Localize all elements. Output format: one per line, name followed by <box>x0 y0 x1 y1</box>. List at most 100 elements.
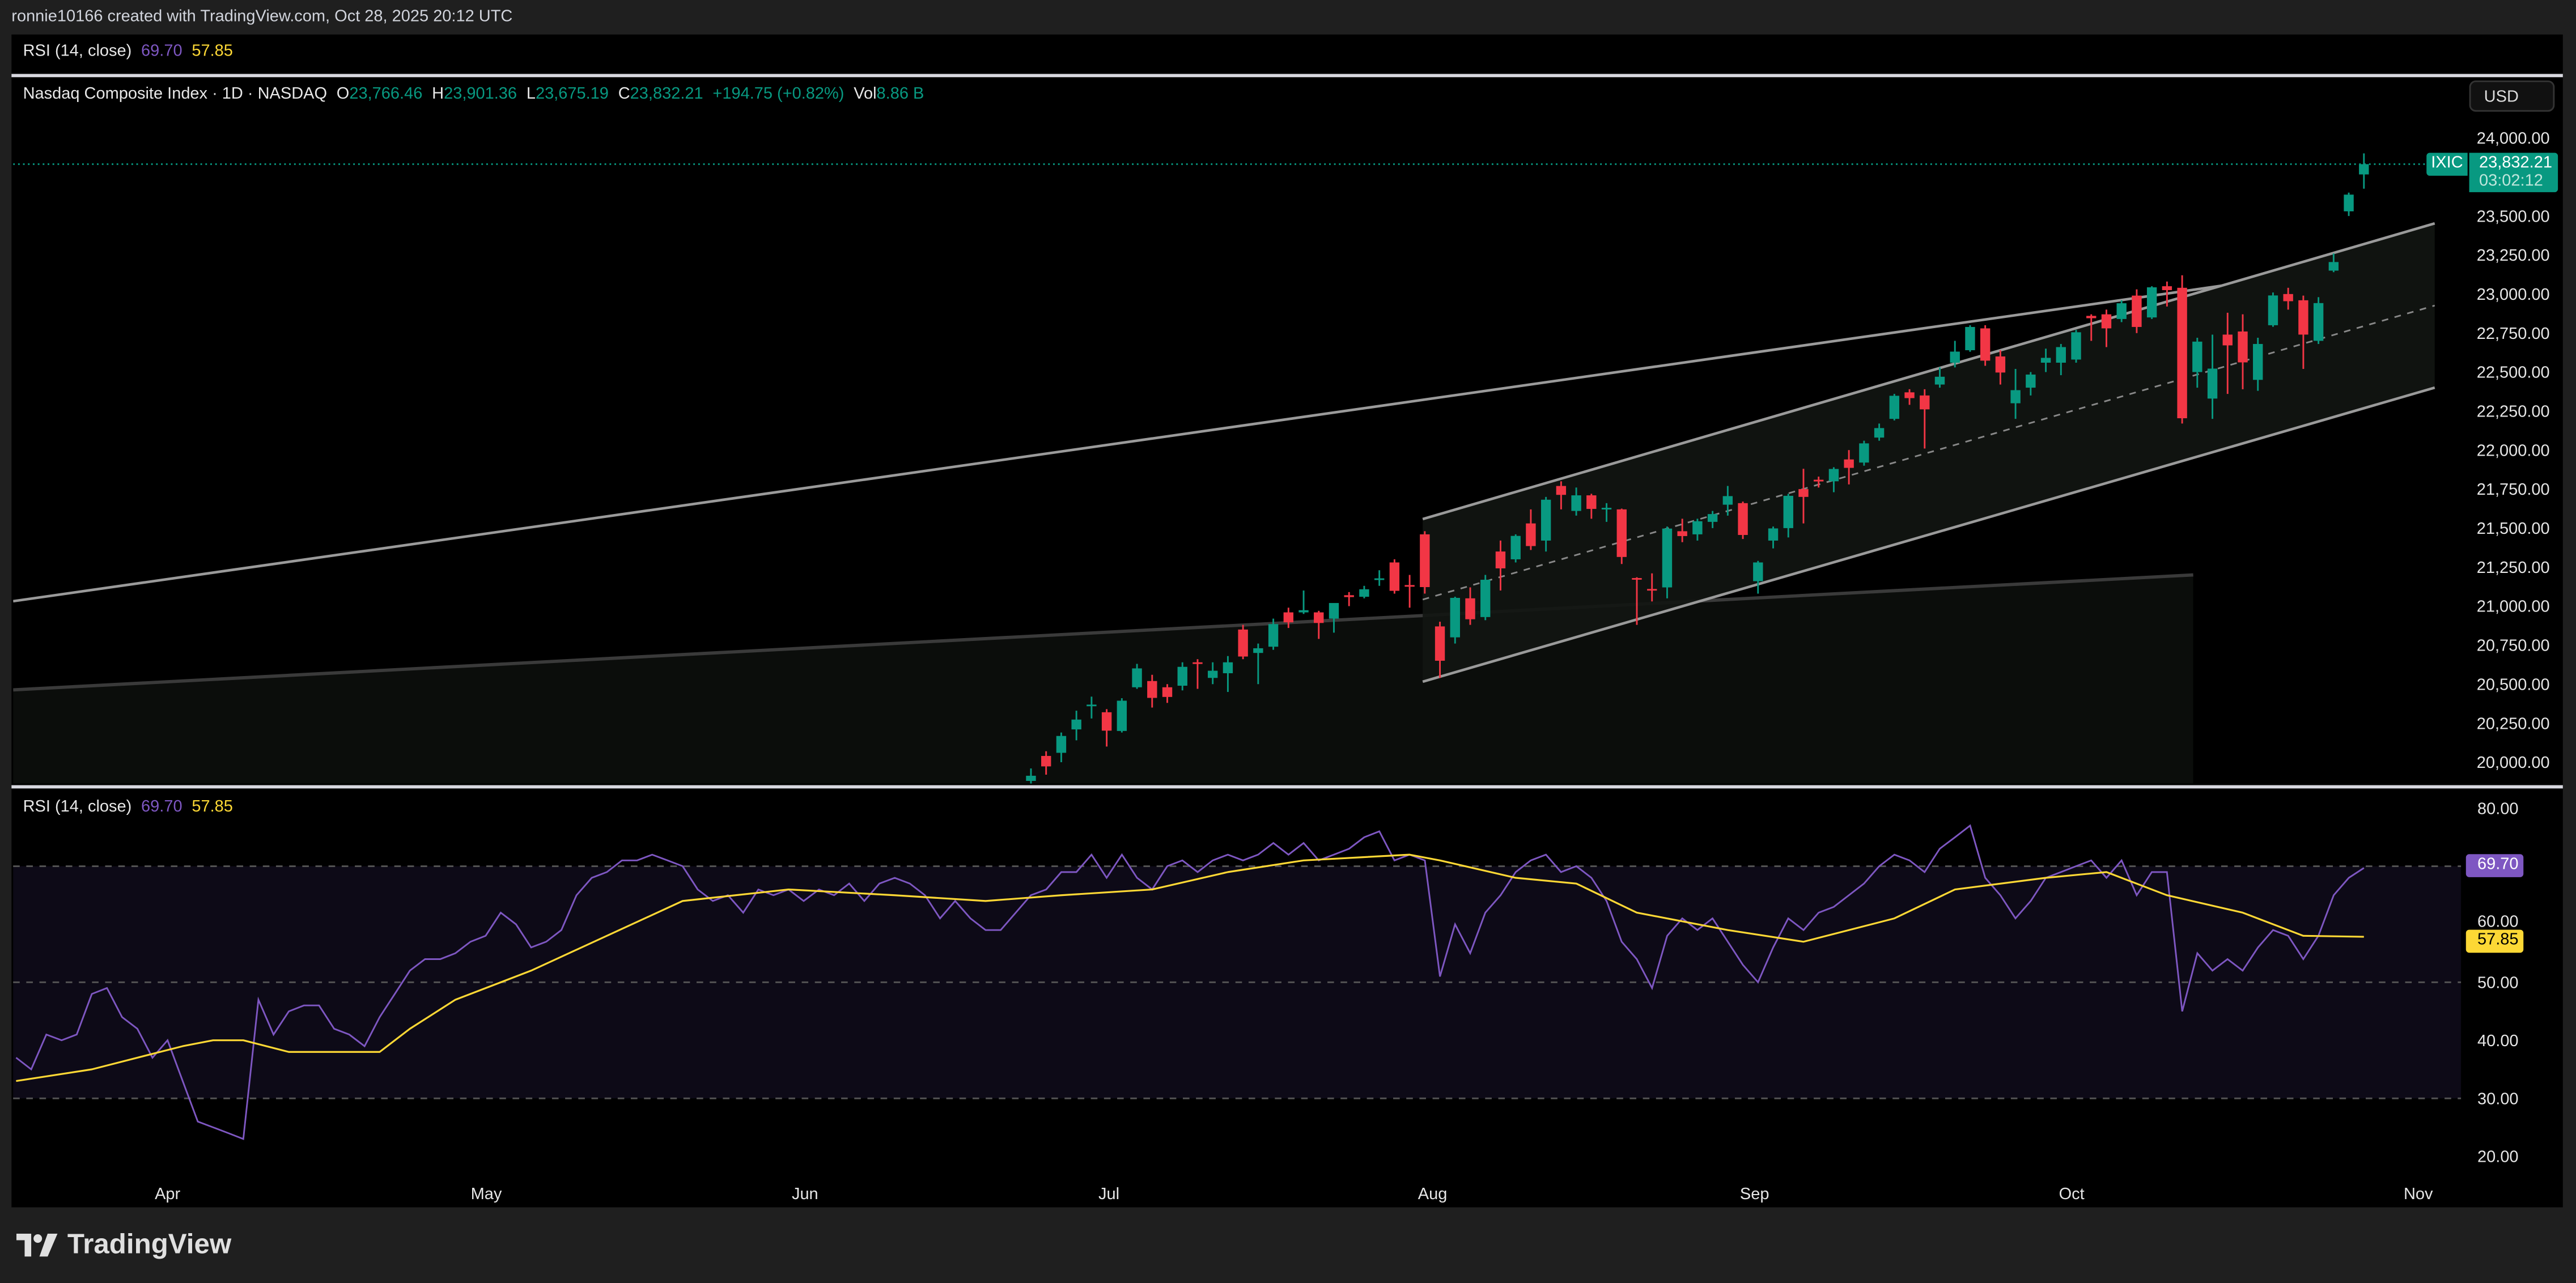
candle <box>1495 540 1506 591</box>
volume-label: Vol <box>854 85 877 104</box>
candle <box>1920 389 1930 449</box>
candle <box>1980 325 1991 366</box>
rsi-ma-legend-value: 57.85 <box>192 798 233 817</box>
pane-divider[interactable] <box>11 74 2563 77</box>
candle <box>2040 349 2051 372</box>
candle-body <box>1571 495 1581 511</box>
open-label: O <box>336 85 350 104</box>
rsi-legend-top[interactable]: RSI (14, close) 69.70 57.85 <box>23 43 238 61</box>
candle <box>2268 292 2278 327</box>
rsi-ma-legend-value: 57.85 <box>192 43 233 61</box>
rsi-tick-label: 60.00 <box>2477 912 2519 931</box>
rsi-legend-value: 69.70 <box>141 43 183 61</box>
candle <box>1647 573 1657 602</box>
candle <box>1722 486 1733 516</box>
candle <box>1207 662 1218 685</box>
close-value: 23,832.21 <box>630 85 703 104</box>
candle-body <box>2344 194 2354 211</box>
candle-body <box>2177 287 2187 419</box>
candle-body <box>2207 368 2218 399</box>
candle-body <box>1207 670 1218 678</box>
candle-body <box>2313 303 2324 341</box>
candle <box>1071 711 1081 741</box>
candle <box>1692 519 1703 541</box>
currency-button[interactable]: USD <box>2469 80 2555 112</box>
price-tick-label: 20,750.00 <box>2477 637 2550 655</box>
candle-body <box>1753 562 1763 581</box>
candle-body <box>1162 687 1173 697</box>
candle <box>1132 664 1142 689</box>
candle <box>1283 607 1294 628</box>
candle <box>1540 496 1551 552</box>
candle-body <box>1420 534 1430 587</box>
candle <box>1934 367 1945 388</box>
candle <box>1117 698 1127 733</box>
rsi-tick-label: 80.00 <box>2477 800 2519 818</box>
tradingview-logo-icon <box>16 1233 58 1257</box>
candle-body <box>1177 666 1187 686</box>
candle-body <box>1101 712 1112 731</box>
candle <box>1359 585 1369 598</box>
candle <box>1616 508 1627 564</box>
candle-body <box>2101 314 2112 329</box>
time-tick-label: Jun <box>792 1185 818 1203</box>
symbol-badge: IXIC <box>2426 152 2468 176</box>
candle <box>1965 325 1975 352</box>
candle-body <box>2116 303 2127 319</box>
candle <box>2283 287 2293 310</box>
candle-body <box>1859 443 1869 463</box>
candle <box>1798 469 1809 524</box>
candle <box>1404 575 1415 608</box>
candle-body <box>1601 508 1612 510</box>
symbol-legend[interactable]: Nasdaq Composite Index · 1D · NASDAQ O23… <box>23 86 929 104</box>
volume-value: 8.86 B <box>876 85 924 104</box>
price-tick-label: 22,500.00 <box>2477 364 2550 382</box>
candle-body <box>2146 287 2157 318</box>
rsi-legend-label: RSI (14, close) <box>23 43 132 61</box>
candle-body <box>1056 736 1067 753</box>
rsi-legend[interactable]: RSI (14, close) 69.70 57.85 <box>23 798 238 817</box>
candle-body <box>1389 562 1400 591</box>
upper-trend-line <box>13 284 2222 603</box>
channel-median-line <box>1422 304 2435 601</box>
candle <box>2162 281 2172 307</box>
candle-body <box>1026 775 1036 781</box>
rsi-line <box>15 824 2365 1140</box>
candle <box>1950 341 1960 368</box>
candle <box>2132 289 2142 333</box>
high-value: 23,901.36 <box>444 85 517 104</box>
price-tick-label: 21,250.00 <box>2477 559 2550 577</box>
candle-body <box>2359 164 2369 175</box>
candle <box>1571 487 1581 516</box>
candle <box>2192 337 2202 388</box>
candle-body <box>1707 514 1718 522</box>
candle-body <box>1616 509 1627 557</box>
candle <box>1465 587 1475 625</box>
rsi-legend-label: RSI (14, close) <box>23 798 132 817</box>
candle <box>1995 350 2006 385</box>
candle <box>1192 659 1203 689</box>
pane-divider-rsi[interactable] <box>11 785 2563 788</box>
candle-body <box>1844 459 1854 468</box>
candle-body <box>2283 294 2293 301</box>
candle-body <box>2010 390 2021 403</box>
candle <box>1344 592 1354 606</box>
trend-zone-fill <box>13 575 2193 784</box>
tradingview-logo[interactable]: TradingView <box>16 1229 231 1261</box>
price-tick-label: 22,750.00 <box>2477 325 2550 343</box>
candle <box>1707 511 1718 528</box>
candle-body <box>1647 589 1657 591</box>
time-tick-label: Oct <box>2059 1185 2085 1203</box>
channel-upper-line <box>1422 222 2435 521</box>
candle <box>1041 751 1051 775</box>
price-tick-label: 24,000.00 <box>2477 130 2550 148</box>
rsi-legend-value: 69.70 <box>141 798 183 817</box>
candle <box>1450 597 1460 644</box>
candle-body <box>1374 578 1385 580</box>
candle-body <box>1874 428 1885 438</box>
candle-body <box>1920 395 1930 410</box>
candle <box>2253 337 2263 391</box>
low-value: 23,675.19 <box>535 85 609 104</box>
close-label: C <box>618 85 630 104</box>
